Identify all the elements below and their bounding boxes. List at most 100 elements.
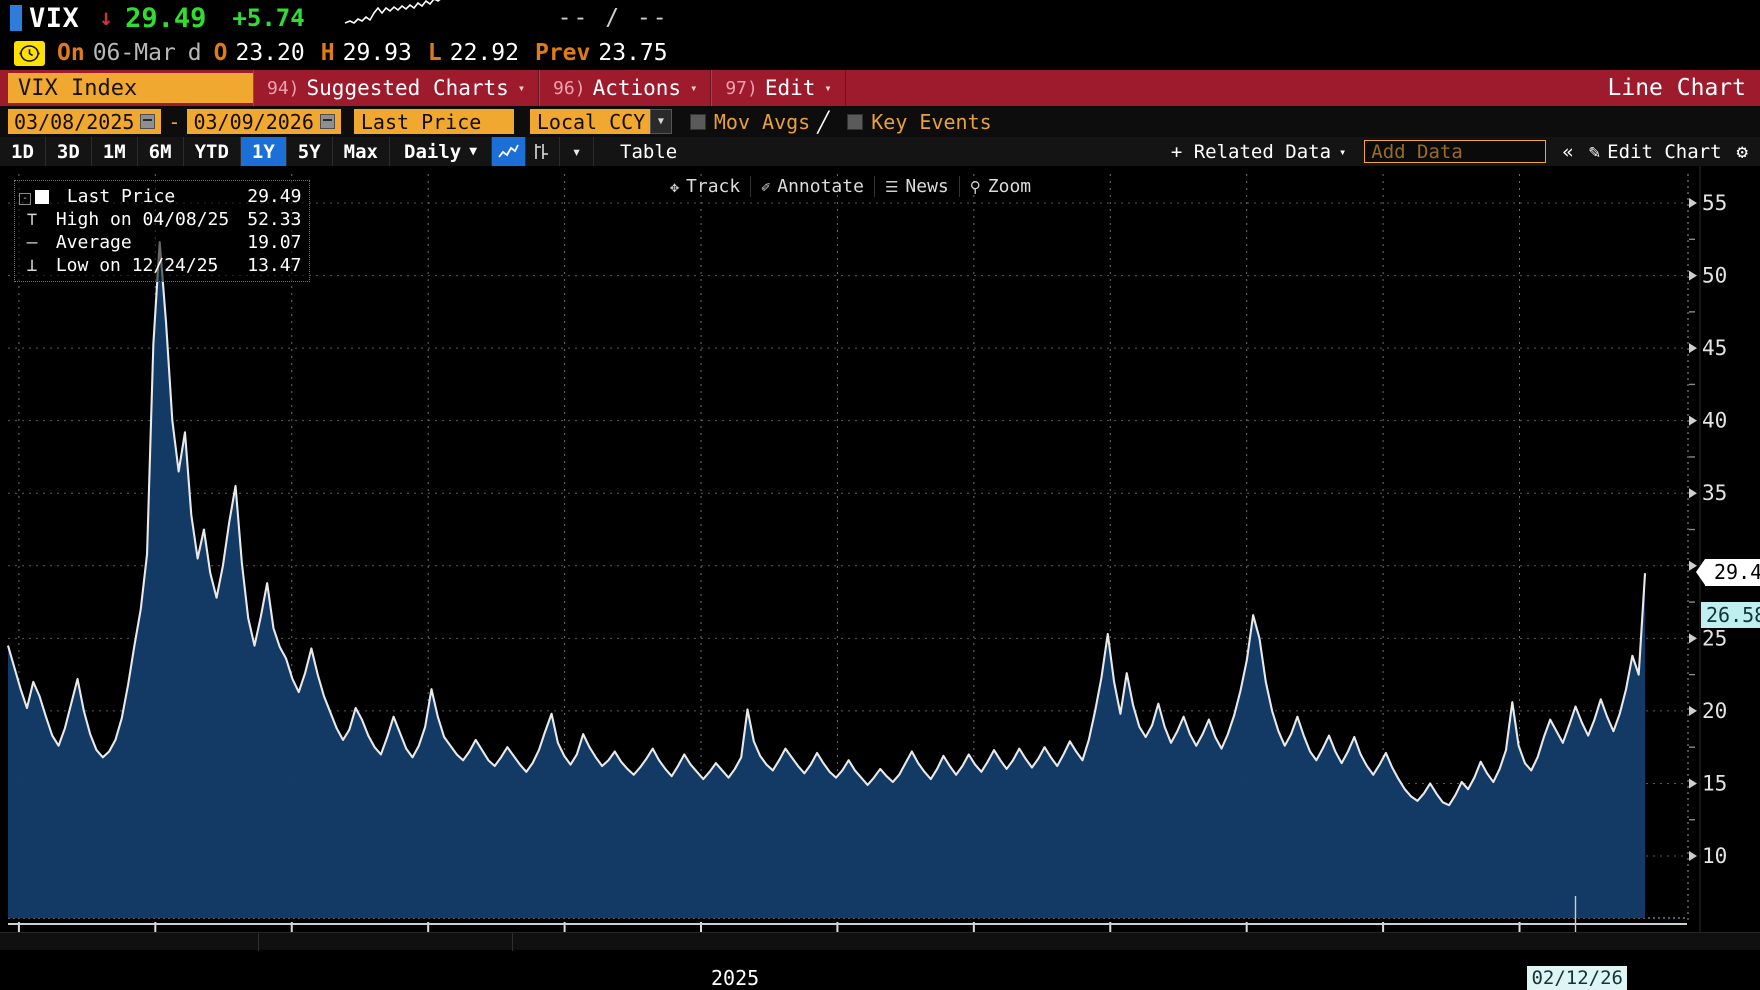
period-6m[interactable]: 6M [138, 137, 184, 166]
menu-edit-label: Edit [764, 76, 816, 100]
related-data-button[interactable]: + Related Data ▾ [1161, 141, 1356, 163]
period-ytd[interactable]: YTD [184, 137, 241, 166]
direction-arrow-icon: ↓ [99, 5, 114, 31]
start-date-value: 03/08/2025 [14, 109, 135, 134]
edit-chart-label: Edit Chart [1607, 140, 1722, 163]
annotate-button[interactable]: ✐ Annotate [751, 176, 875, 197]
open-value: 23.20 [235, 40, 305, 66]
high-value: 29.93 [342, 40, 412, 66]
mov-avgs-toggle[interactable]: Mov Avgs ╱ [689, 109, 830, 134]
menu-actions[interactable]: 96) Actions ▾ [539, 70, 712, 106]
legend-label-high: High on 04/08/25 [55, 209, 230, 230]
calendar-icon[interactable] [140, 114, 156, 129]
svg-text:25: 25 [1702, 626, 1727, 650]
period-1m[interactable]: 1M [92, 137, 138, 166]
mov-avgs-checkbox[interactable] [689, 113, 706, 130]
chevron-down-icon: ▾ [690, 81, 698, 95]
mov-avgs-label: Mov Avgs [713, 109, 811, 134]
interval-code: d [187, 40, 202, 66]
pencil-icon: ✎ [1588, 140, 1601, 163]
zoom-button[interactable]: ⚲ Zoom [960, 176, 1041, 197]
svg-text:40: 40 [1702, 409, 1727, 433]
start-date-field[interactable]: 03/08/2025 [8, 109, 162, 134]
menu-suggested-charts[interactable]: 94) Suggested Charts ▾ [253, 70, 540, 106]
toolbar-right-group: + Related Data ▾ Add Data « ✎ Edit Chart… [1161, 137, 1760, 166]
legend-row-average[interactable]: — Average 19.07 [19, 231, 302, 254]
zoom-magnifier-icon: ⚲ [969, 177, 981, 196]
date-range-separator: - [168, 109, 181, 134]
edit-chart-button[interactable]: ✎ Edit Chart [1582, 141, 1729, 163]
key-events-checkbox[interactable] [847, 113, 864, 130]
menu-actions-label: Actions [592, 76, 682, 100]
menu-edit[interactable]: 97) Edit ▾ [711, 70, 846, 106]
crosshair-date-axis-tag: 02/12/26 [1527, 966, 1627, 990]
period-1d[interactable]: 1D [0, 137, 46, 166]
legend-row-high[interactable]: ⊤ High on 04/08/25 52.33 [19, 208, 302, 231]
currency-dropdown-icon[interactable]: ▼ [649, 109, 672, 134]
track-button[interactable]: ✥ Track [660, 176, 752, 197]
price-field-select[interactable]: Last Price [353, 109, 514, 134]
last-price-axis-tag: 29.49 [1695, 559, 1760, 587]
price-chart-svg[interactable]: 101520253540455055MarAprMayJunJulAugSepO… [0, 166, 1760, 950]
period-3d[interactable]: 3D [46, 137, 92, 166]
frequency-select[interactable]: Daily ▼ [390, 137, 493, 166]
chart-type-label: Line Chart [1607, 75, 1746, 101]
line-chart-icon[interactable] [492, 137, 527, 166]
status-bar [0, 932, 1760, 951]
gear-icon[interactable]: ⚙ [1736, 140, 1748, 163]
legend-label-last-price: Last Price [66, 186, 176, 207]
collapse-panel-icon[interactable]: « [1562, 140, 1574, 163]
legend-value-low: 13.47 [247, 255, 302, 276]
calendar-icon[interactable] [319, 114, 335, 129]
news-button[interactable]: ☰ News [875, 176, 960, 197]
add-data-input[interactable]: Add Data [1364, 140, 1547, 163]
market-clock-icon [14, 40, 45, 66]
menu-suggested-charts-number: 94) [267, 77, 300, 99]
chevron-down-icon: ▾ [1339, 144, 1347, 159]
pencil-icon[interactable]: ╱ [817, 109, 830, 134]
last-price-value: 29.49 [125, 2, 207, 34]
crosshair-price-axis-tag: 26.58 [1701, 602, 1760, 629]
end-date-field[interactable]: 03/09/2026 [187, 109, 341, 134]
ticker-color-marker [10, 5, 22, 31]
key-events-label: Key Events [871, 109, 992, 134]
ohlc-row: On 06-Mar d O 23.20 H 29.93 L 22.92 Prev… [0, 36, 1760, 70]
net-change-value: +5.74 [232, 4, 305, 32]
chart-canvas[interactable]: 101520253540455055MarAprMayJunJulAugSepO… [0, 166, 1760, 990]
low-label: L [427, 40, 442, 66]
low-marker-icon: ⊥ [26, 255, 38, 276]
key-events-toggle[interactable]: Key Events [847, 109, 992, 134]
table-button[interactable]: Table [620, 140, 678, 163]
period-max[interactable]: Max [333, 137, 390, 166]
average-marker-icon: — [26, 232, 38, 253]
svg-text:15: 15 [1702, 771, 1727, 795]
track-crosshair-icon: ✥ [670, 177, 680, 196]
legend-value-average: 19.07 [247, 232, 302, 253]
period-5y[interactable]: 5Y [287, 137, 333, 166]
low-value: 22.92 [449, 40, 519, 66]
legend-row-low[interactable]: ⊥ Low on 12/24/25 13.47 [19, 254, 302, 277]
related-data-label: + Related Data [1170, 140, 1332, 163]
security-field[interactable]: VIX Index [8, 73, 253, 103]
intraday-sparkline [343, 0, 453, 34]
legend-label-average: Average [55, 232, 132, 253]
period-toolbar: 1D 3D 1M 6M YTD 1Y 5Y Max Daily ▼ ▾ Tabl… [0, 137, 1760, 166]
period-1y[interactable]: 1Y [240, 137, 287, 166]
high-marker-icon: ⊤ [26, 209, 38, 230]
menu-suggested-charts-label: Suggested Charts [306, 76, 509, 100]
legend-row-last-price[interactable]: - Last Price 29.49 [19, 185, 301, 208]
track-label: Track [686, 176, 741, 197]
market-status-label: On [57, 40, 85, 66]
currency-select[interactable]: Local CCY [529, 109, 650, 134]
legend-expander-icon[interactable]: - [19, 193, 31, 205]
quote-date: 06-Mar [92, 40, 176, 66]
more-chart-types-caret[interactable]: ▾ [560, 137, 595, 166]
white-square-marker [35, 190, 49, 204]
frequency-label: Daily [404, 140, 462, 163]
zoom-label: Zoom [987, 176, 1032, 197]
annotate-label: Annotate [777, 176, 864, 197]
open-label: O [213, 40, 228, 66]
chart-settings-icon[interactable] [526, 137, 561, 166]
function-menu-bar: VIX Index 94) Suggested Charts ▾ 96) Act… [0, 70, 1760, 106]
